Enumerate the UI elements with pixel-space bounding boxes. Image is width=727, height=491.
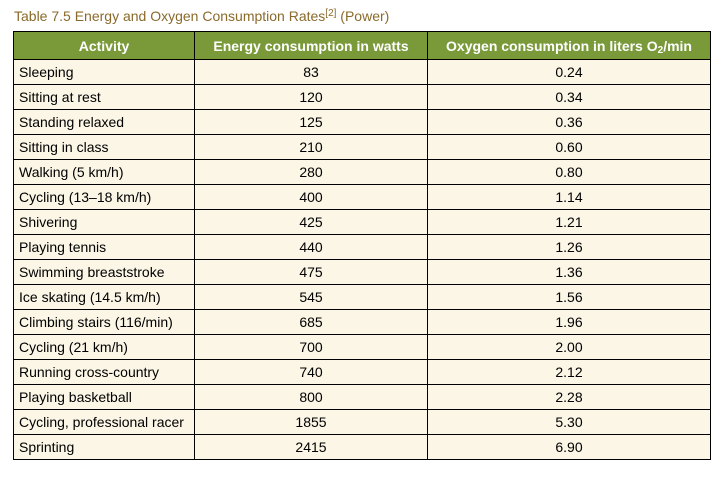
header-oxygen-suffix: /min (663, 37, 692, 54)
cell-oxygen: 1.14 (427, 184, 711, 210)
table-row: Cycling (13–18 km/h) 400 1.14 (13, 184, 711, 210)
caption-text: Table 7.5 Energy and Oxygen Consumption … (14, 8, 326, 24)
table-row: Standing relaxed 125 0.36 (13, 109, 711, 135)
table-row: Sleeping 83 0.24 (13, 59, 711, 85)
cell-activity: Sitting at rest (13, 84, 195, 110)
cell-oxygen: 0.36 (427, 109, 711, 135)
energy-consumption-table: Activity Energy consumption in watts Oxy… (13, 31, 711, 460)
cell-energy: 2415 (194, 434, 428, 460)
cell-oxygen: 1.26 (427, 234, 711, 260)
table-caption: Table 7.5 Energy and Oxygen Consumption … (14, 8, 389, 24)
cell-energy: 83 (194, 59, 428, 85)
cell-energy: 800 (194, 384, 428, 410)
cell-oxygen: 6.90 (427, 434, 711, 460)
table-row: Playing tennis 440 1.26 (13, 234, 711, 260)
cell-activity: Ice skating (14.5 km/h) (13, 284, 195, 310)
cell-oxygen: 2.12 (427, 359, 711, 385)
table-row: Sitting at rest 120 0.34 (13, 84, 711, 110)
header-oxygen-prefix: Oxygen consumption in liters O (446, 37, 658, 54)
table-row: Swimming breaststroke 475 1.36 (13, 259, 711, 285)
cell-oxygen: 2.00 (427, 334, 711, 360)
cell-activity: Swimming breaststroke (13, 259, 195, 285)
cell-energy: 700 (194, 334, 428, 360)
header-activity: Activity (13, 31, 195, 60)
cell-activity: Sitting in class (13, 134, 195, 160)
caption-reference[interactable]: [2] (325, 8, 337, 19)
cell-activity: Playing tennis (13, 234, 195, 260)
caption-suffix: (Power) (336, 8, 390, 24)
cell-activity: Sprinting (13, 434, 195, 460)
table-row: Shivering 425 1.21 (13, 209, 711, 235)
table-container: Activity Energy consumption in watts Oxy… (13, 31, 711, 460)
cell-energy: 440 (194, 234, 428, 260)
cell-oxygen: 2.28 (427, 384, 711, 410)
header-energy: Energy consumption in watts (194, 31, 428, 60)
table-row: Sitting in class 210 0.60 (13, 134, 711, 160)
cell-energy: 545 (194, 284, 428, 310)
cell-energy: 120 (194, 84, 428, 110)
table-row: Ice skating (14.5 km/h) 545 1.56 (13, 284, 711, 310)
table-row: Sprinting 2415 6.90 (13, 434, 711, 460)
cell-activity: Walking (5 km/h) (13, 159, 195, 185)
cell-energy: 740 (194, 359, 428, 385)
cell-energy: 1855 (194, 409, 428, 435)
cell-oxygen: 1.36 (427, 259, 711, 285)
cell-energy: 425 (194, 209, 428, 235)
cell-energy: 125 (194, 109, 428, 135)
cell-energy: 475 (194, 259, 428, 285)
table-body: Sleeping 83 0.24 Sitting at rest 120 0.34 Stan… (13, 59, 711, 460)
cell-activity: Cycling, professional racer (13, 409, 195, 435)
table-row: Climbing stairs (116/min) 685 1.96 (13, 309, 711, 335)
cell-energy: 400 (194, 184, 428, 210)
header-row: Activity Energy consumption in watts Oxy… (13, 31, 711, 60)
cell-activity: Running cross-country (13, 359, 195, 385)
cell-energy: 280 (194, 159, 428, 185)
table-row: Cycling, professional racer 1855 5.30 (13, 409, 711, 435)
header-oxygen-subscript: 2 (657, 44, 664, 56)
table-row: Playing basketball 800 2.28 (13, 384, 711, 410)
table-row: Running cross-country 740 2.12 (13, 359, 711, 385)
cell-oxygen: 1.96 (427, 309, 711, 335)
cell-oxygen: 5.30 (427, 409, 711, 435)
cell-activity: Playing basketball (13, 384, 195, 410)
cell-oxygen: 0.34 (427, 84, 711, 110)
cell-activity: Climbing stairs (116/min) (13, 309, 195, 335)
cell-oxygen: 0.60 (427, 134, 711, 160)
cell-energy: 685 (194, 309, 428, 335)
cell-activity: Cycling (13–18 km/h) (13, 184, 195, 210)
cell-activity: Shivering (13, 209, 195, 235)
cell-activity: Sleeping (13, 59, 195, 85)
cell-oxygen: 0.24 (427, 59, 711, 85)
cell-oxygen: 1.21 (427, 209, 711, 235)
cell-activity: Standing relaxed (13, 109, 195, 135)
cell-energy: 210 (194, 134, 428, 160)
cell-activity: Cycling (21 km/h) (13, 334, 195, 360)
cell-oxygen: 0.80 (427, 159, 711, 185)
cell-oxygen: 1.56 (427, 284, 711, 310)
header-oxygen: Oxygen consumption in liters O2/min (427, 31, 711, 60)
table-row: Cycling (21 km/h) 700 2.00 (13, 334, 711, 360)
table-row: Walking (5 km/h) 280 0.80 (13, 159, 711, 185)
